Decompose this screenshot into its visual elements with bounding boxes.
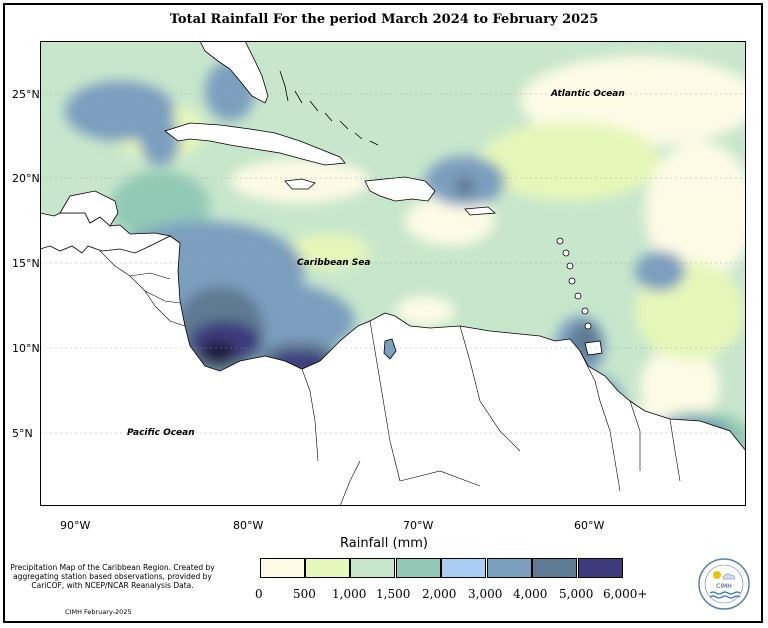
legend-swatch-6 [532, 558, 577, 578]
legend-label-3000: 3,000 [468, 587, 503, 601]
legend-label-500: 500 [293, 587, 316, 601]
lon-tick-80w: 80°W [233, 519, 264, 532]
legend-swatch-0 [260, 558, 305, 578]
atlantic-ocean-label: Atlantic Ocean [551, 89, 625, 99]
legend-label-4000: 4,000 [513, 587, 548, 601]
lat-tick-20n: 20°N [12, 172, 40, 185]
cimh-logo: CIMH [697, 557, 751, 611]
rainfall-map [40, 41, 746, 506]
trinidad-land [584, 340, 603, 356]
legend-label-2000: 2,000 [422, 587, 457, 601]
legend-label-6000: 6,000+ [603, 587, 648, 601]
lon-tick-70w: 70°W [403, 519, 434, 532]
lake-maracaibo [383, 338, 397, 360]
land-masses [40, 41, 746, 506]
map-credit: CIMH February-2025 [65, 608, 132, 616]
yucatan-land [59, 190, 119, 227]
lat-tick-25n: 25°N [12, 88, 40, 101]
legend-title: Rainfall (mm) [340, 536, 428, 551]
map-title: Total Rainfall For the period March 2024… [169, 12, 599, 27]
logo-text: CIMH [716, 583, 732, 590]
hispaniola-land [364, 176, 436, 202]
lat-tick-10n: 10°N [12, 342, 40, 355]
legend-swatch-3 [396, 558, 441, 578]
country-borders [99, 250, 681, 506]
legend-swatch-4 [441, 558, 486, 578]
legend-swatch-7 [578, 558, 623, 578]
florida-land [199, 41, 269, 104]
lat-tick-15n: 15°N [12, 257, 40, 270]
lon-tick-90w: 90°W [60, 519, 91, 532]
cloud-icon [722, 573, 736, 580]
bahamas-land [279, 70, 379, 146]
map-description: Precipitation Map of the Caribbean Regio… [10, 563, 215, 590]
legend-label-5000: 5,000 [559, 587, 594, 601]
sun-icon [713, 571, 721, 579]
legend-label-1500: 1,500 [376, 587, 411, 601]
outer-frame [3, 3, 763, 623]
jamaica-land [284, 178, 316, 190]
pacific-ocean-label: Pacific Ocean [127, 428, 195, 438]
map-border [40, 41, 746, 506]
legend-swatch-1 [305, 558, 350, 578]
legend-swatch-5 [487, 558, 532, 578]
caribbean-sea-label: Caribbean Sea [297, 258, 371, 268]
puerto-rico-land [464, 206, 496, 216]
legend-label-0: 0 [255, 587, 263, 601]
lat-tick-5n: 5°N [12, 427, 33, 440]
cuba-land [164, 122, 346, 166]
lon-tick-60w: 60°W [574, 519, 605, 532]
legend-swatch-2 [350, 558, 395, 578]
legend-label-1000: 1,000 [332, 587, 367, 601]
